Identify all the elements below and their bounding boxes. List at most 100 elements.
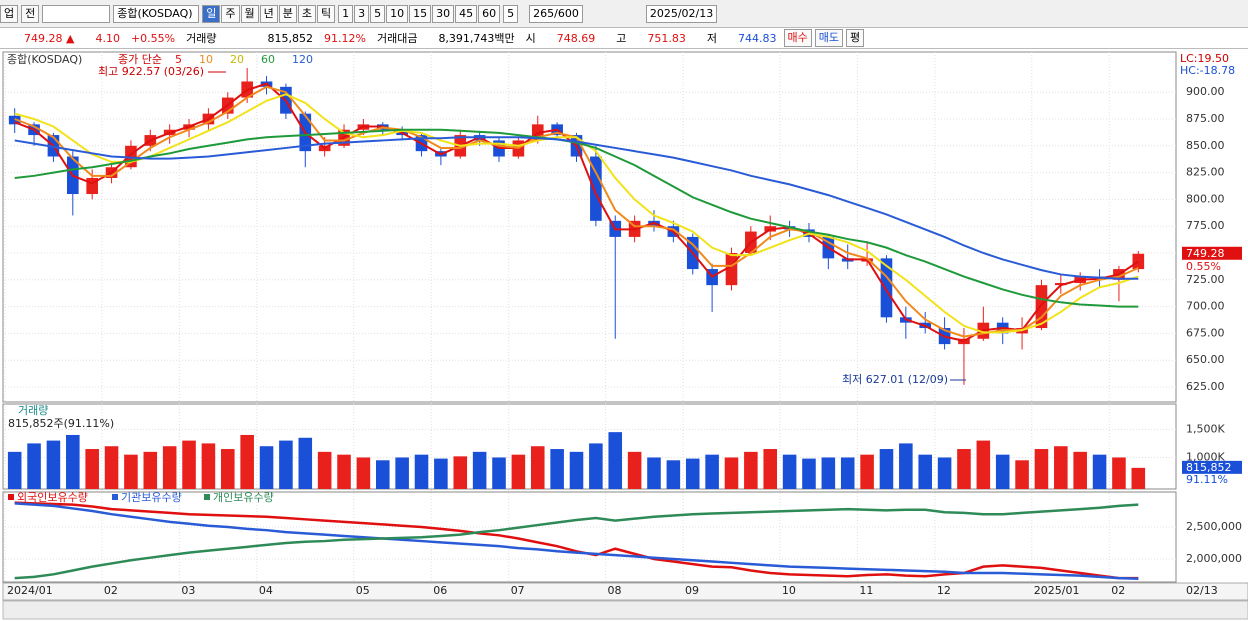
legend-swatch bbox=[204, 494, 210, 500]
unit-button[interactable]: 15 bbox=[409, 4, 432, 23]
volume-bar bbox=[66, 434, 80, 489]
high-annotation: 최고 922.57 (03/26) bbox=[98, 65, 204, 78]
volume-bar bbox=[685, 458, 700, 489]
unit-button[interactable]: 30 bbox=[432, 4, 455, 23]
volume-bar bbox=[840, 457, 855, 489]
period-button[interactable]: 일 bbox=[202, 4, 221, 23]
y-tick-label: 675.00 bbox=[1186, 326, 1225, 339]
volume-bar bbox=[472, 451, 487, 489]
volume-bar bbox=[763, 449, 778, 489]
period-button[interactable]: 틱 bbox=[317, 4, 336, 23]
volume-subtitle: 815,852주(91.11%) bbox=[8, 417, 114, 430]
count-value: 265 bbox=[533, 6, 555, 20]
legend-entry: 120 bbox=[292, 53, 313, 66]
sell-button[interactable]: 매도 bbox=[814, 29, 844, 47]
prev[interactable]: 전 bbox=[21, 4, 40, 23]
volume-bar bbox=[434, 458, 448, 489]
last-price: 749.28 bbox=[1186, 247, 1225, 260]
period-button[interactable]: 분 bbox=[278, 4, 297, 23]
volume: 815,852 bbox=[267, 31, 314, 45]
candle-body bbox=[1035, 285, 1048, 329]
candle-body bbox=[725, 252, 738, 286]
legend-swatch bbox=[8, 494, 14, 500]
x-tick-label: 07 bbox=[511, 584, 525, 597]
volume-bar bbox=[1073, 451, 1087, 489]
date[interactable]: 2025/02/13 bbox=[645, 4, 718, 23]
volume-bar bbox=[337, 454, 351, 489]
volume-bar bbox=[976, 440, 991, 489]
open-label: 시 bbox=[525, 32, 536, 45]
volume-bar bbox=[240, 434, 254, 489]
unit-button[interactable]: 3 bbox=[354, 4, 370, 23]
code[interactable]: 101 bbox=[42, 4, 111, 23]
line-series bbox=[14, 82, 1139, 342]
volume-bar bbox=[608, 432, 623, 489]
volume-bar bbox=[395, 457, 409, 489]
line-series bbox=[14, 128, 1139, 308]
volume-tag-value: 815,852 bbox=[1186, 461, 1232, 474]
unit-button[interactable]: 10 bbox=[386, 4, 409, 23]
volume-pct: 91.12% bbox=[324, 31, 366, 45]
x-tick-label: 02 bbox=[1111, 584, 1125, 597]
buy-button[interactable]: 매수 bbox=[783, 29, 812, 47]
y-tick-label: 800.00 bbox=[1186, 192, 1225, 205]
volume-bar bbox=[356, 457, 371, 489]
volume-bar bbox=[1034, 449, 1049, 489]
x-tick-label: 09 bbox=[685, 584, 699, 597]
volume-bar bbox=[724, 457, 739, 489]
candle-body bbox=[1055, 283, 1067, 286]
market[interactable]: 업 bbox=[0, 4, 19, 23]
volume-bar bbox=[124, 454, 138, 489]
candle-body bbox=[880, 258, 893, 318]
period-button[interactable]: 년 bbox=[259, 4, 278, 23]
unit-button[interactable]: 45 bbox=[455, 4, 478, 23]
count[interactable]: 265/600 bbox=[529, 4, 583, 23]
volume-bar bbox=[1112, 457, 1126, 489]
x-tick-label: 03 bbox=[181, 584, 195, 597]
change-pct: +0.55% bbox=[130, 31, 176, 45]
y-tick-label: 775.00 bbox=[1186, 219, 1225, 232]
volume-bar bbox=[802, 458, 816, 489]
period-button[interactable]: 초 bbox=[297, 4, 316, 23]
volume-bar bbox=[782, 454, 797, 489]
volume-bar bbox=[1092, 454, 1107, 489]
volume-bar bbox=[550, 449, 564, 489]
period-button[interactable]: 주 bbox=[221, 4, 240, 23]
y-tick-label: 725.00 bbox=[1186, 273, 1225, 286]
ma-title: 종가 단순 bbox=[118, 53, 162, 66]
low-annotation: 최저 627.01 (12/09) bbox=[842, 373, 948, 386]
line-series bbox=[14, 93, 1139, 334]
volume-bar bbox=[104, 446, 119, 489]
unit-button[interactable]: 5 bbox=[370, 4, 386, 23]
candle-body bbox=[1132, 253, 1145, 270]
volume-bar bbox=[705, 454, 719, 489]
avg-button[interactable]: 평 bbox=[846, 29, 865, 47]
legend-entry: 개인보유수량 bbox=[213, 491, 274, 504]
legend-entry: 10 bbox=[199, 53, 213, 66]
volume-bar bbox=[1015, 460, 1029, 489]
volume-bar bbox=[1131, 467, 1146, 489]
last-price-tag bbox=[1182, 246, 1242, 260]
unit-button[interactable]: 1 bbox=[338, 4, 354, 23]
unit-select[interactable]: 5 bbox=[503, 4, 519, 23]
unit-button[interactable]: 60 bbox=[478, 4, 501, 23]
y-tick-label: 700.00 bbox=[1186, 300, 1225, 313]
hc-label: HC:-18.78 bbox=[1180, 64, 1235, 77]
chart-title: 종합(KOSDAQ) bbox=[7, 53, 82, 66]
x-tick-label: 02 bbox=[104, 584, 118, 597]
volume-bar bbox=[569, 451, 584, 489]
legend-swatch bbox=[112, 494, 118, 500]
volume-bar bbox=[627, 451, 642, 489]
x-tick-label: 2025/01 bbox=[1034, 584, 1080, 597]
scrollbar[interactable] bbox=[2, 600, 1248, 620]
volume-title: 거래량 bbox=[18, 404, 48, 417]
high-label: 고 bbox=[616, 32, 627, 45]
amount: 8,391,743백만 bbox=[438, 32, 515, 45]
volume-bar bbox=[860, 454, 874, 489]
quote-bar: 749.28 ▲ 4.10 +0.55% 거래량 815,852 91.12% … bbox=[0, 28, 1248, 49]
volume-bar bbox=[511, 454, 526, 489]
x-last-label: 02/13 bbox=[1186, 584, 1218, 597]
volume-bar bbox=[7, 451, 22, 489]
period-button[interactable]: 월 bbox=[240, 4, 259, 23]
y-tick-label: 850.00 bbox=[1186, 139, 1225, 152]
